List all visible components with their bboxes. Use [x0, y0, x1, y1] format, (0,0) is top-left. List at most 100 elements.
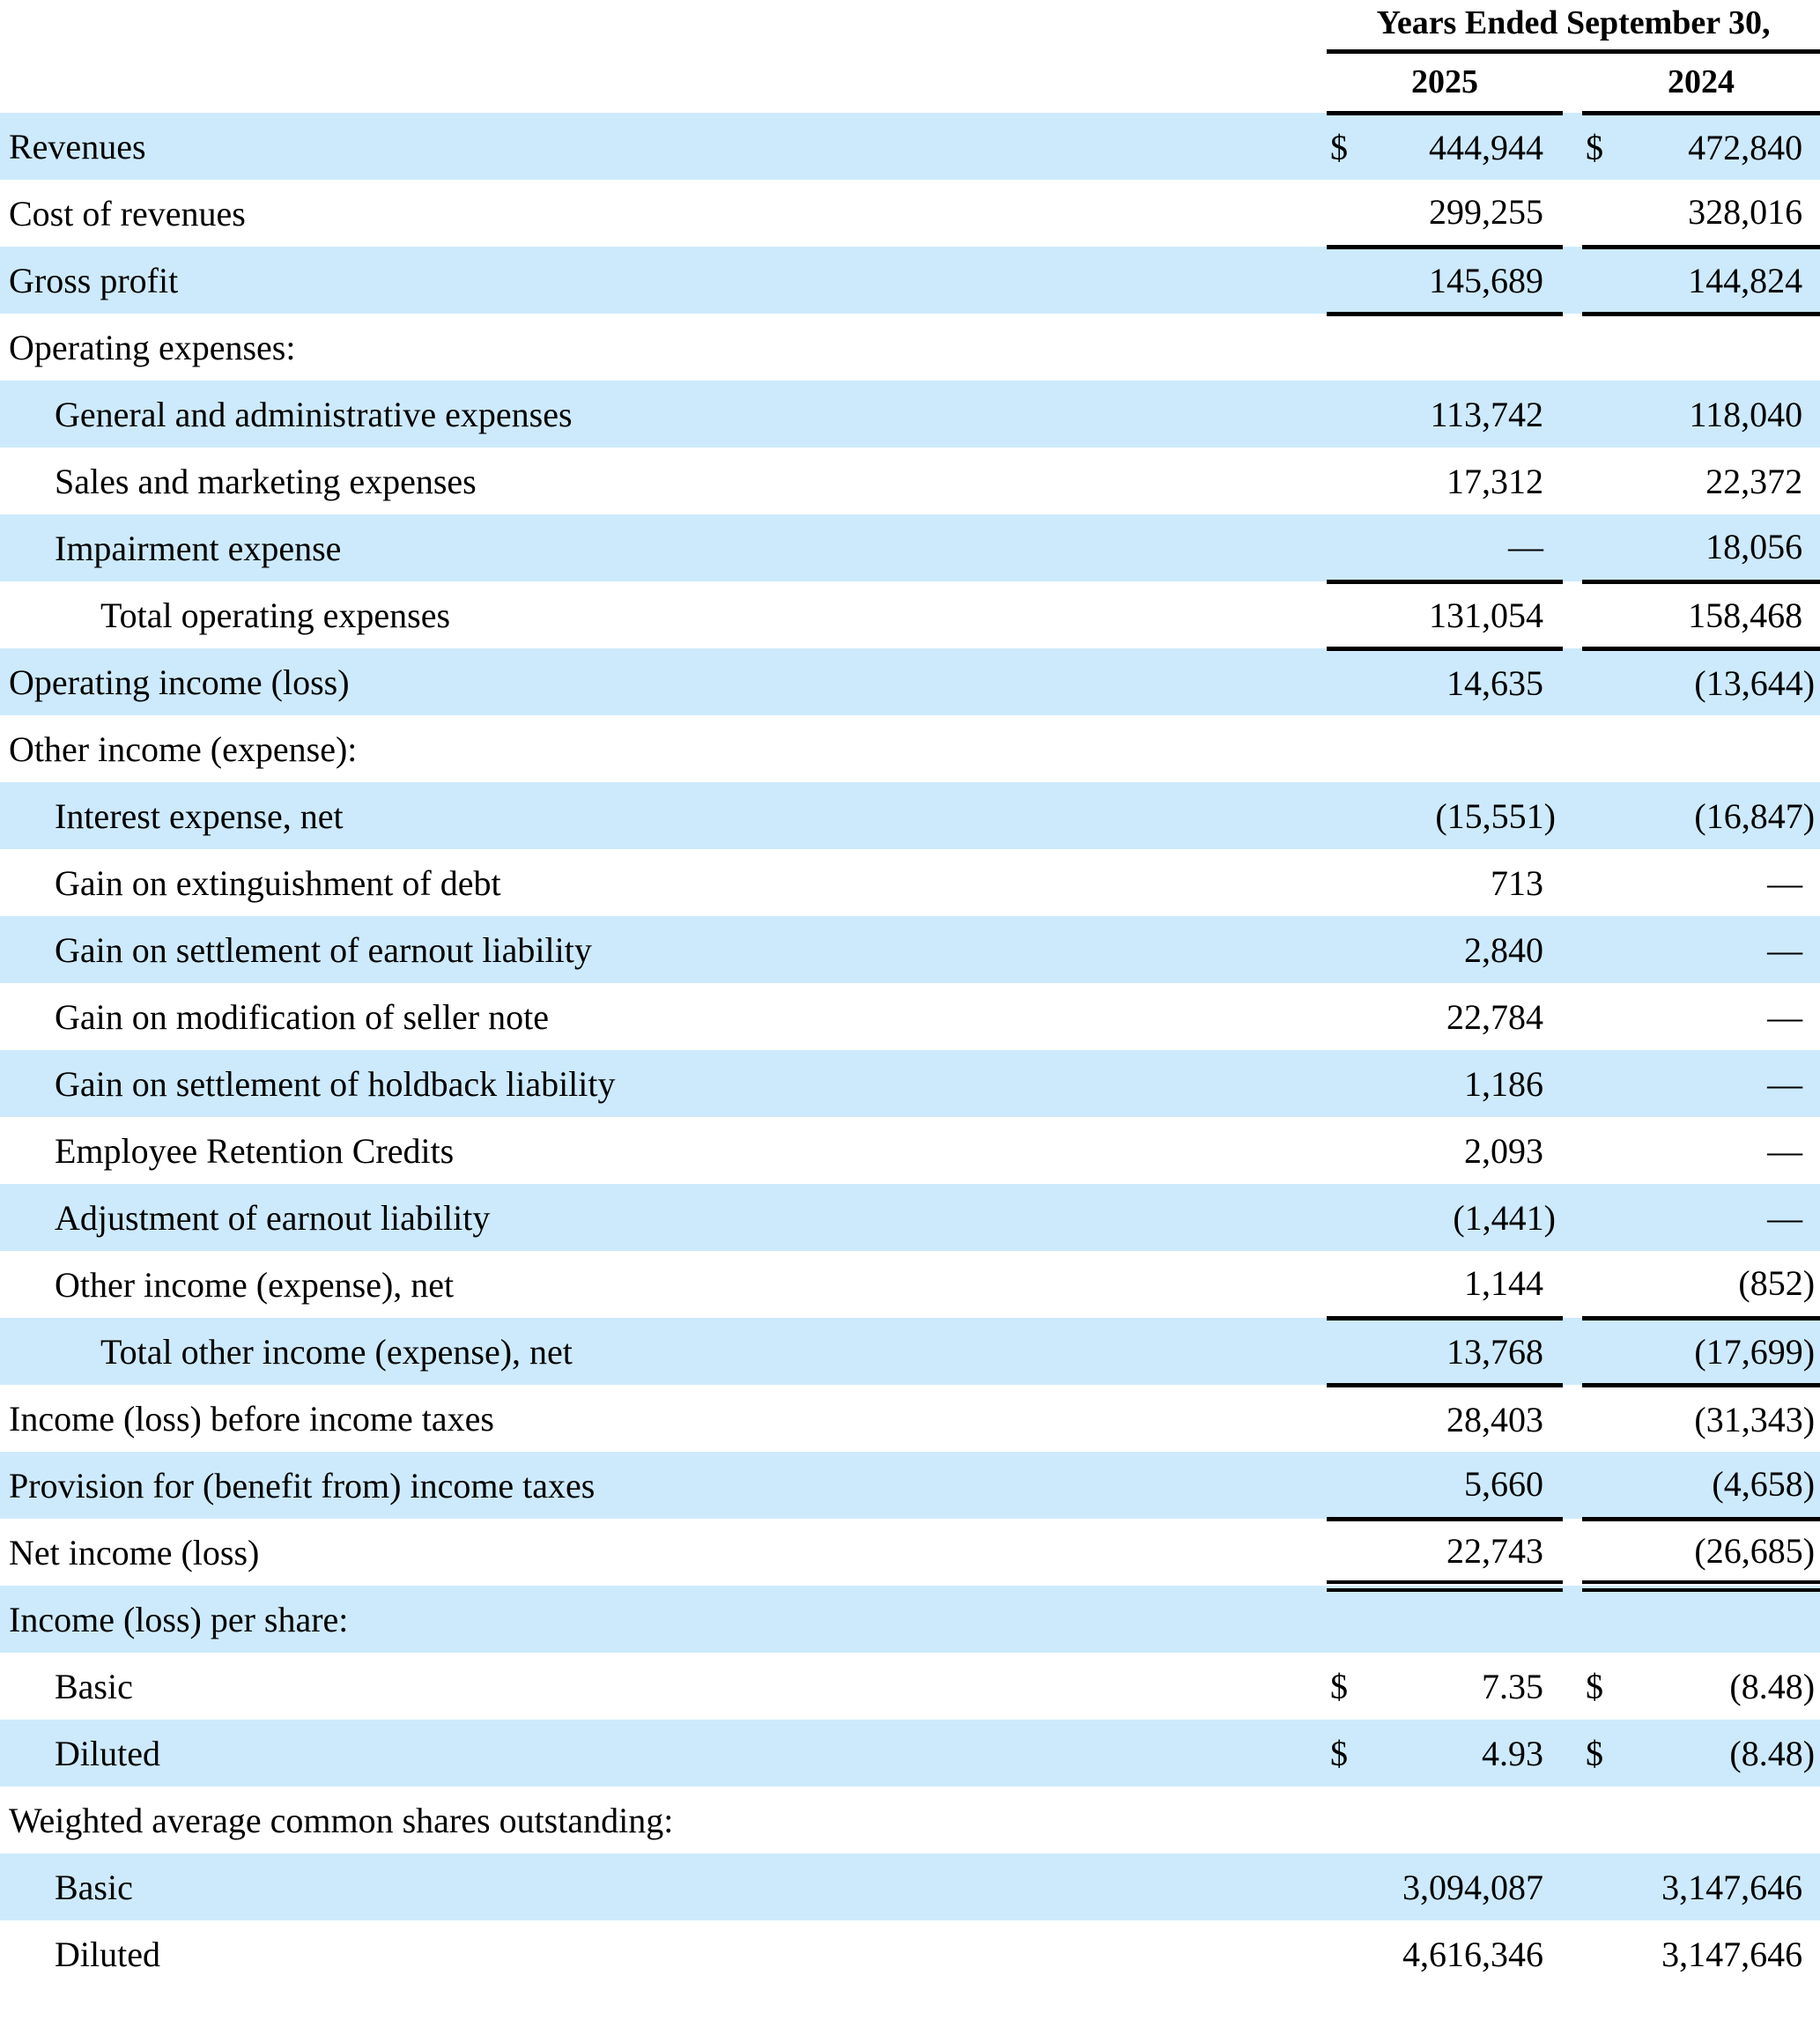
value-2025: 713: [1491, 862, 1543, 903]
value-2024: (26,685): [1616, 1519, 1820, 1592]
value-2024: (13,644): [1616, 648, 1820, 715]
value-2025: (15,551): [1360, 782, 1563, 849]
dollar-sign-2024: [1582, 648, 1616, 715]
value-2024: 472,840: [1616, 113, 1820, 180]
table-row: Income (loss) per share:: [0, 1586, 1820, 1653]
row-label: Income (loss) per share:: [0, 1586, 1327, 1653]
value-2024: [1616, 314, 1820, 381]
dollar-sign-2025: [1327, 180, 1360, 249]
dollar-sign-2025: [1327, 916, 1360, 983]
dollar-sign-2025: [1327, 1318, 1360, 1387]
header-gap: [1563, 51, 1582, 113]
value-2025: (1,441): [1360, 1184, 1563, 1251]
period-header-row: Years Ended September 30,: [0, 0, 1820, 54]
dollar-sign-2024: [1582, 1586, 1616, 1653]
dollar-sign-2025: $: [1330, 1666, 1348, 1706]
dollar-sign-2024: [1582, 983, 1616, 1050]
table-row: Provision for (benefit from) income taxe…: [0, 1452, 1820, 1521]
value-2025: 28,403: [1446, 1399, 1543, 1439]
dollar-sign-2024: [1582, 782, 1616, 849]
column-gap: [1563, 648, 1582, 715]
column-gap: [1563, 1117, 1582, 1184]
value-2025: 22,743: [1360, 1519, 1563, 1592]
value-2025: 17,312: [1446, 461, 1543, 501]
column-gap: [1563, 1251, 1582, 1318]
value-2025: 2,840: [1360, 916, 1563, 983]
value-2025: 1,186: [1360, 1050, 1563, 1117]
value-2024: [1616, 1787, 1820, 1853]
column-gap: [1563, 448, 1582, 514]
dollar-sign-2024: [1582, 1920, 1616, 1987]
value-2025: 131,054: [1360, 581, 1563, 651]
value-2025: 4,616,346: [1402, 1934, 1543, 1974]
row-label: Total operating expenses: [100, 595, 451, 635]
table-row: Gain on extinguishment of debt 713 —: [0, 849, 1820, 916]
dollar-sign-2024: [1582, 514, 1616, 584]
dollar-sign-2024: [1582, 381, 1616, 448]
value-2024: (17,699): [1616, 1318, 1820, 1387]
dollar-sign-2025: [1327, 314, 1360, 381]
column-gap: [1563, 514, 1582, 581]
dollar-sign-2024: [1582, 916, 1616, 983]
dollar-sign-2025: [1327, 782, 1360, 849]
value-2024: 144,824: [1616, 247, 1820, 316]
dollar-sign-2025: [1327, 581, 1360, 651]
row-label: Basic: [55, 1666, 133, 1706]
row-label: Basic: [0, 1853, 1327, 1920]
row-label: Net income (loss): [9, 1532, 260, 1572]
dollar-sign-2025: [1327, 514, 1360, 584]
dollar-sign-2025: [1327, 1452, 1360, 1521]
table-row: Cost of revenues 299,255 328,016: [0, 180, 1820, 249]
dollar-sign-2024: [1582, 1787, 1616, 1853]
table-row: Sales and marketing expenses 17,312 22,3…: [0, 448, 1820, 514]
column-gap: [1563, 1653, 1582, 1720]
value-2024: 328,016: [1616, 180, 1820, 249]
column-gap: [1563, 581, 1582, 648]
dollar-sign-2025: [1327, 1251, 1360, 1321]
row-label: Income (loss) before income taxes: [9, 1398, 494, 1439]
row-label: Provision for (benefit from) income taxe…: [0, 1452, 1327, 1519]
value-2024: 158,468: [1616, 581, 1820, 651]
dollar-sign-2025: [1327, 1385, 1360, 1452]
table-header: Years Ended September 30, 2025 2024: [0, 0, 1820, 115]
row-label: Weighted average common shares outstandi…: [9, 1800, 674, 1840]
table-row: Impairment expense — 18,056: [0, 514, 1820, 584]
dollar-sign-2025: [1327, 1184, 1360, 1251]
dollar-sign-2024: [1582, 1853, 1616, 1920]
row-label: Operating income (loss): [0, 648, 1327, 715]
dollar-sign-2025: [1327, 448, 1360, 514]
value-2025: [1360, 1787, 1563, 1853]
dollar-sign-2024: [1582, 247, 1616, 316]
dollar-sign-2024: [1582, 448, 1616, 514]
row-label: Interest expense, net: [0, 782, 1327, 849]
value-2024: (8.48): [1616, 1720, 1820, 1787]
dollar-sign-2024: [1582, 849, 1616, 916]
dollar-sign-2025: [1327, 1920, 1360, 1987]
table-row: Gain on settlement of holdback liability…: [0, 1050, 1820, 1117]
dollar-sign-2024: [1582, 581, 1616, 651]
table-row: General and administrative expenses 113,…: [0, 381, 1820, 448]
table-row: Net income (loss) 22,743 (26,685): [0, 1519, 1820, 1592]
value-2025: 145,689: [1360, 247, 1563, 316]
table-row: Weighted average common shares outstandi…: [0, 1787, 1820, 1853]
value-2025: —: [1360, 514, 1563, 584]
table-row: Gross profit 145,689 144,824: [0, 247, 1820, 316]
value-2025: [1360, 314, 1563, 381]
column-gap: [1563, 1586, 1582, 1653]
dollar-sign-2025: [1327, 648, 1360, 715]
table-row: Adjustment of earnout liability (1,441) …: [0, 1184, 1820, 1251]
value-2024: 118,040: [1616, 381, 1820, 448]
column-gap: [1563, 314, 1582, 381]
row-label: Total other income (expense), net: [0, 1318, 1327, 1385]
table-row: Operating income (loss) 14,635 (13,644): [0, 648, 1820, 715]
value-2025: [1360, 1586, 1563, 1653]
value-2025: [1360, 715, 1563, 782]
value-2025: 4.93: [1360, 1720, 1563, 1787]
dollar-sign-2024: [1582, 1184, 1616, 1251]
table-body: Revenues $ 444,944 $ 472,840 Cost of rev…: [0, 113, 1820, 1987]
row-label: Gain on extinguishment of debt: [55, 862, 501, 903]
row-label: Diluted: [55, 1934, 160, 1974]
row-label: Adjustment of earnout liability: [0, 1184, 1327, 1251]
column-gap: [1563, 782, 1582, 849]
